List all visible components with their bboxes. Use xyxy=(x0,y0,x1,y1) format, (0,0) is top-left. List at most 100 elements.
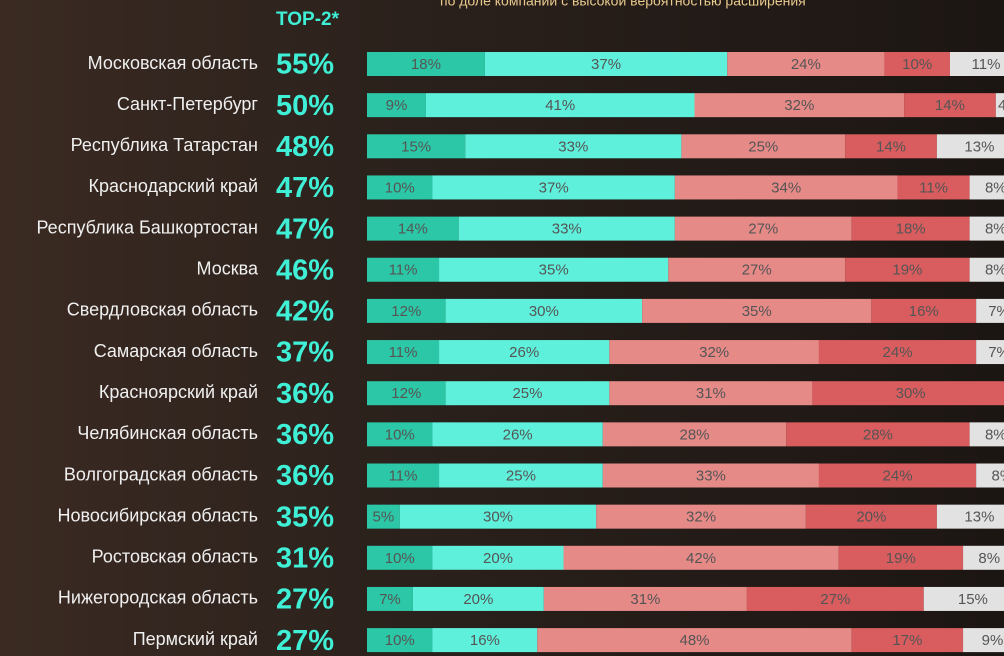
bar-segment xyxy=(995,93,1004,118)
segment-label: 11% xyxy=(389,467,418,484)
bar-segment xyxy=(845,134,937,159)
segment-label: 18% xyxy=(896,221,926,238)
bar-segment xyxy=(609,381,813,406)
top2-value: 27% xyxy=(276,625,334,656)
bar-segment xyxy=(367,216,459,241)
segment-label: 4% xyxy=(998,97,1004,114)
top2-value: 36% xyxy=(276,378,334,410)
bar-segment xyxy=(563,545,839,570)
top2-header: TOP-2* xyxy=(276,9,340,30)
top2-value: 37% xyxy=(276,337,334,369)
bar-segment xyxy=(674,175,898,200)
bar-segment xyxy=(432,175,675,200)
segment-label: 48% xyxy=(679,632,709,649)
bar-segment xyxy=(367,175,433,200)
category-label: Пермский край xyxy=(133,629,258,649)
segment-label: 37% xyxy=(539,179,569,196)
top2-value: 27% xyxy=(276,584,334,616)
bar-segment xyxy=(727,52,885,76)
category-label: Свердловская область xyxy=(67,300,258,320)
segment-label: 31% xyxy=(696,385,726,402)
bar-segment xyxy=(871,298,977,323)
segment-label: 10% xyxy=(385,632,415,649)
bar-segment xyxy=(367,463,440,488)
segment-label: 10% xyxy=(385,179,415,196)
bar-segment xyxy=(681,134,846,159)
bar-segment xyxy=(818,463,977,488)
bar-segment xyxy=(923,586,1004,611)
segment-label: 25% xyxy=(512,385,542,402)
bar-segment xyxy=(596,504,806,529)
segment-label: 15% xyxy=(401,138,431,155)
segment-label: 11% xyxy=(919,179,948,196)
bar-segment xyxy=(818,340,977,365)
bar-segment xyxy=(399,504,597,529)
segment-label: 10% xyxy=(385,550,415,567)
bar-segment xyxy=(845,257,970,282)
bar-segment xyxy=(838,545,964,570)
category-label: Волгоградская область xyxy=(64,464,258,484)
top2-value: 42% xyxy=(276,296,334,328)
segment-label: 11% xyxy=(972,56,1001,73)
bar-segment xyxy=(367,422,433,447)
top2-value: 35% xyxy=(276,501,334,533)
segment-label: 20% xyxy=(856,509,886,526)
top2-value: 46% xyxy=(276,254,334,286)
bar-segment xyxy=(367,257,440,282)
segment-label: 9% xyxy=(982,632,1004,649)
bar-segment xyxy=(969,257,1004,282)
segment-label: 8% xyxy=(985,262,1004,279)
segment-label: 7% xyxy=(379,591,401,608)
segment-label: 31% xyxy=(630,591,660,608)
segment-label: 17% xyxy=(892,632,922,649)
bar-segment xyxy=(432,422,603,447)
segment-label: 14% xyxy=(876,138,906,155)
segment-label: 42% xyxy=(686,550,716,567)
bar-segment xyxy=(694,93,905,118)
bar-segment xyxy=(412,586,544,611)
bar-segment xyxy=(851,216,970,241)
category-label: Челябинская область xyxy=(77,423,258,443)
bar-segment xyxy=(674,216,852,241)
bar-segment xyxy=(367,628,433,653)
bar-segment xyxy=(668,257,846,282)
bar-segment xyxy=(976,298,1004,323)
bar-segment xyxy=(812,381,1004,406)
bar-segment xyxy=(439,257,669,282)
segment-label: 13% xyxy=(964,509,994,526)
bar-segment xyxy=(746,586,924,611)
bar-segment xyxy=(439,463,603,488)
segment-label: 16% xyxy=(470,632,500,649)
top2-value: 50% xyxy=(276,90,334,122)
segment-label: 35% xyxy=(539,262,569,279)
category-label: Республика Татарстан xyxy=(71,135,258,155)
segment-label: 11% xyxy=(389,262,418,279)
segment-label: 14% xyxy=(398,221,428,238)
segment-label: 24% xyxy=(883,467,913,484)
top2-value: 47% xyxy=(276,172,334,204)
segment-label: 28% xyxy=(863,426,893,443)
segment-label: 30% xyxy=(483,509,513,526)
bar-segment xyxy=(432,628,538,653)
segment-label: 25% xyxy=(748,138,778,155)
bar-segment xyxy=(949,52,1004,76)
segment-label: 25% xyxy=(506,467,536,484)
bar-segment xyxy=(367,93,426,118)
category-label: Самарская область xyxy=(94,341,258,361)
segment-label: 5% xyxy=(373,509,395,526)
segment-label: 32% xyxy=(699,344,729,361)
bar-segment xyxy=(537,628,852,653)
segment-label: 7% xyxy=(988,344,1004,361)
bar-segment xyxy=(963,628,1004,653)
bar-segment xyxy=(367,52,485,76)
bar-segment xyxy=(465,134,682,159)
bar-segment xyxy=(786,422,970,447)
bar-segment xyxy=(884,52,950,76)
segment-label: 26% xyxy=(503,426,533,443)
category-label: Республика Башкортостан xyxy=(36,217,258,237)
bar-segment xyxy=(851,628,964,653)
segment-label: 7% xyxy=(988,303,1004,320)
segment-label: 18% xyxy=(411,56,441,73)
bar-segment xyxy=(963,545,1004,570)
